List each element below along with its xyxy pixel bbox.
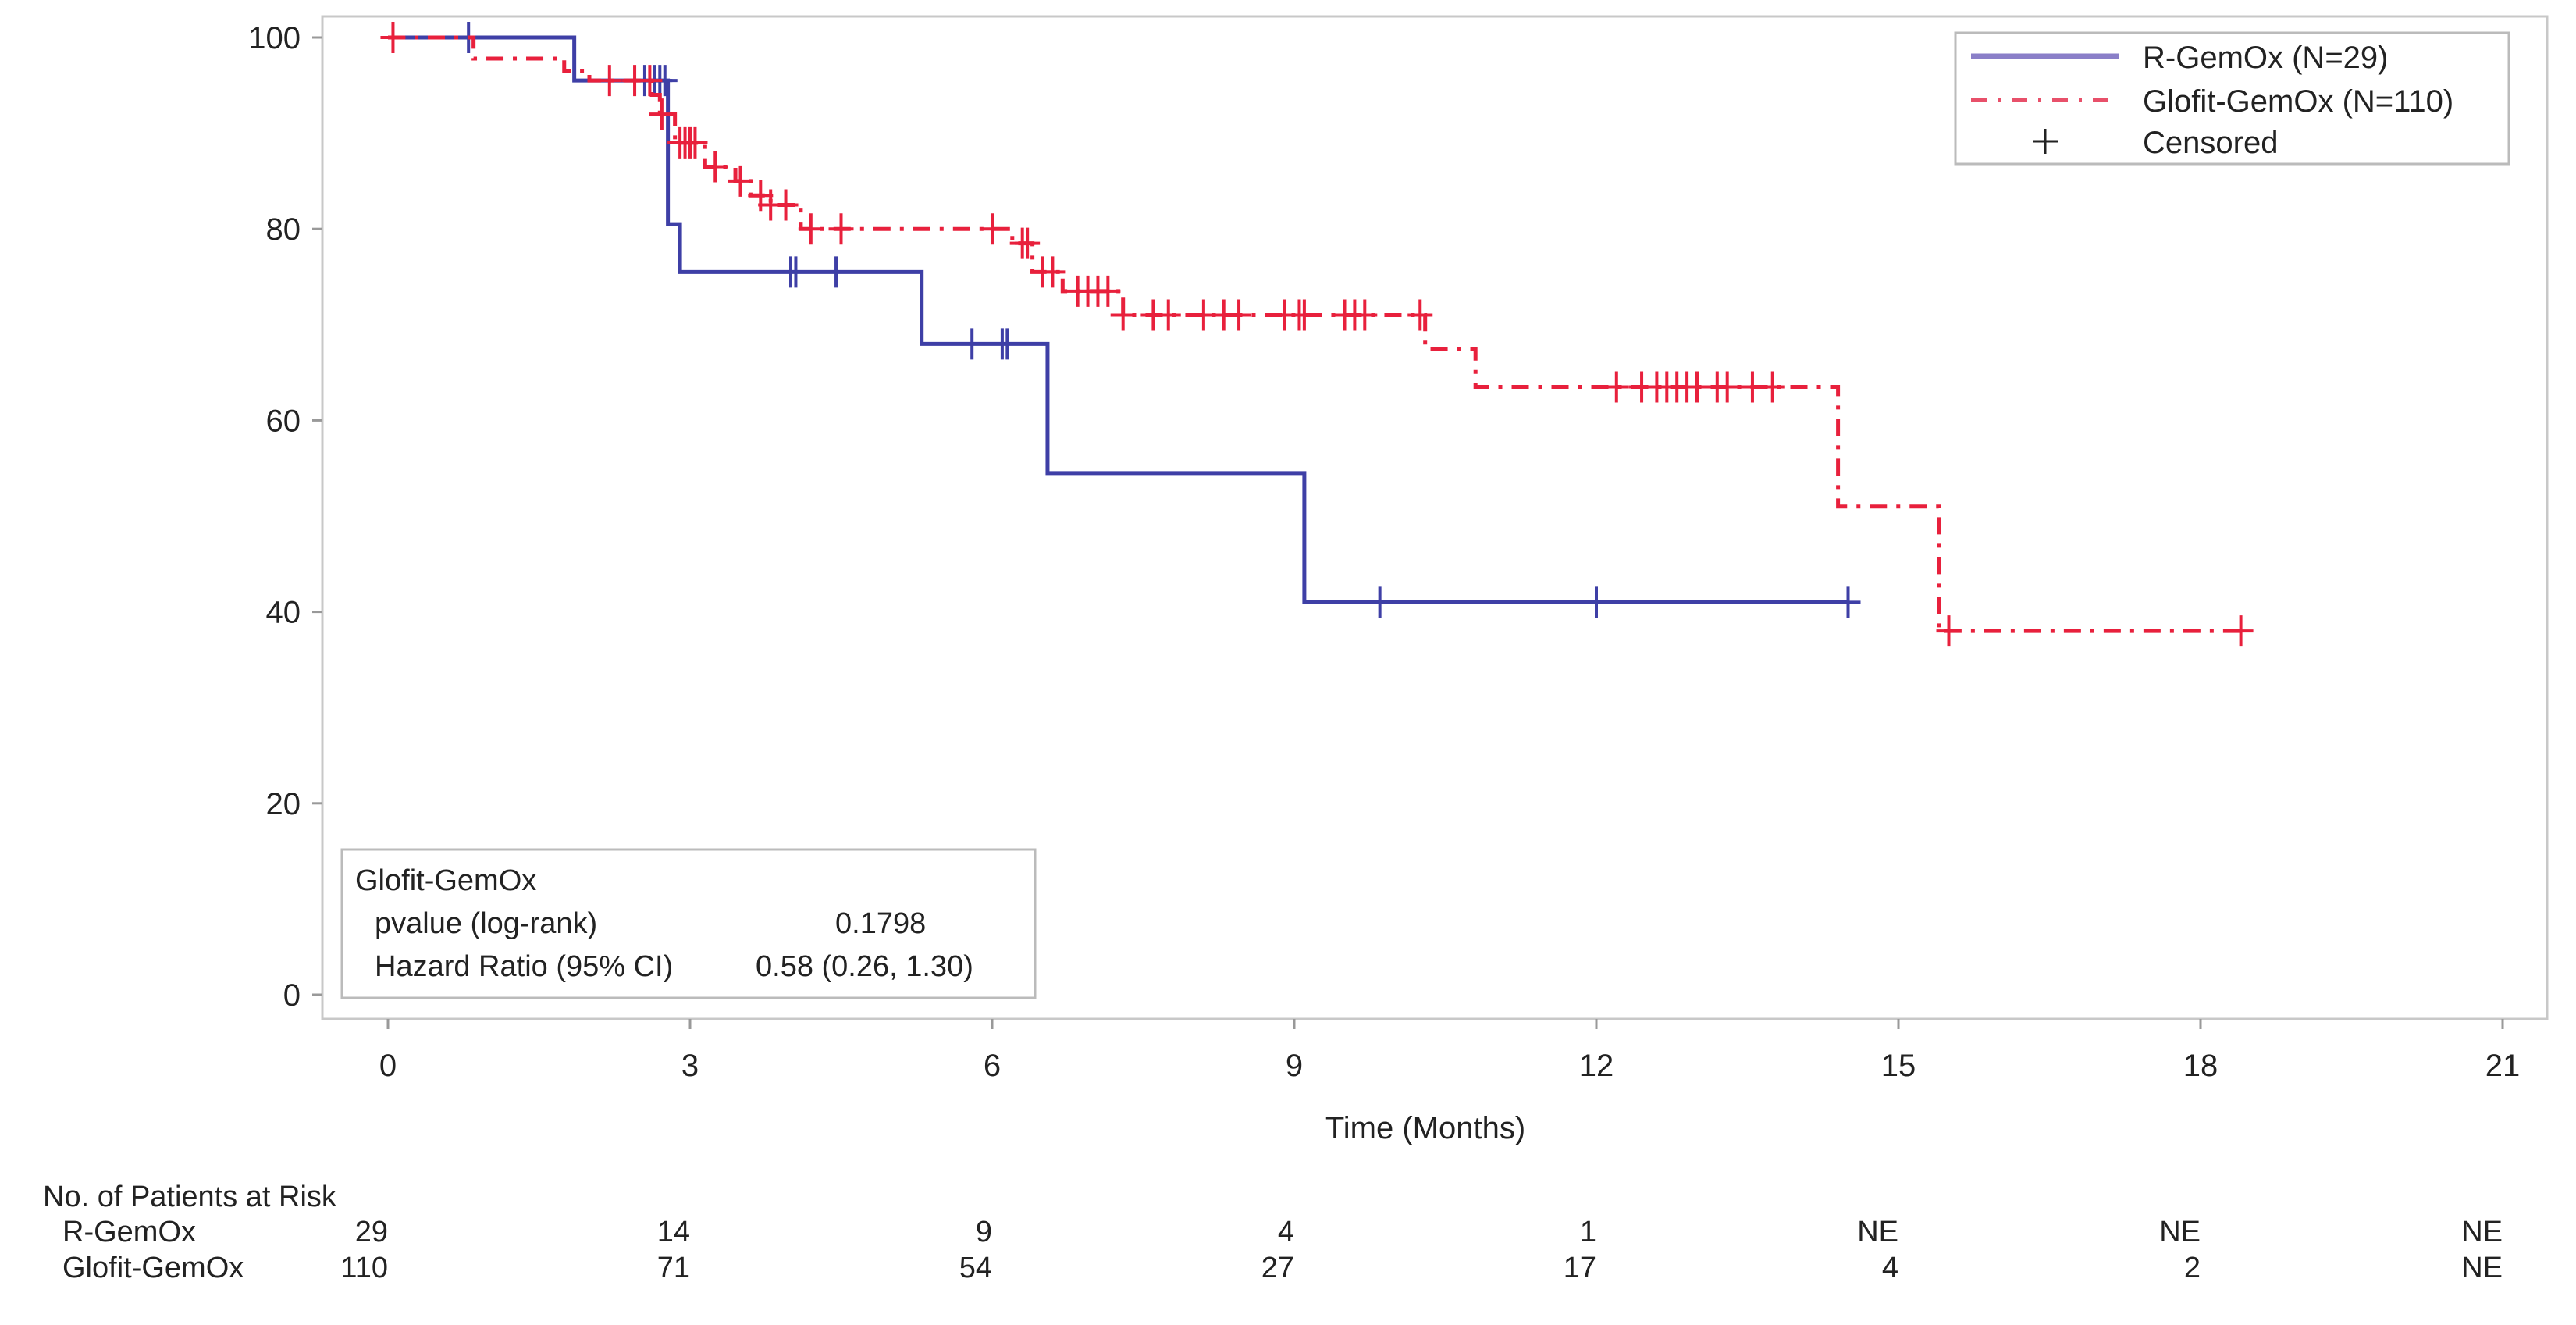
censored-marker [649,98,674,130]
censored-marker [1352,299,1378,331]
stats-value-pvalue: 0.1798 [835,907,926,940]
censored-marker [980,213,1005,245]
risk-value: NE [2159,1216,2201,1248]
legend-label-glofit-gemox: Glofit-GemOx (N=110) [2143,84,2453,119]
risk-value: 27 [1261,1252,1294,1284]
legend-label-r-gemox: R-GemOx (N=29) [2143,41,2389,75]
risk-table: No. of Patients at Risk R-GemOx Glofit-G… [43,1181,2503,1284]
y-tick-label: 100 [248,21,301,55]
censored-marker [1714,371,1740,403]
risk-value: 9 [976,1216,992,1248]
risk-value: 1 [1580,1216,1596,1248]
curves [380,22,2254,647]
stats-box-frame [340,848,1037,999]
stats-value-hr: 0.58 (0.26, 1.30) [756,950,973,983]
censored-marker [783,256,809,288]
censored-marker [828,213,854,245]
censored-marker [1759,371,1785,403]
legend-label-censored: Censored [2143,126,2278,160]
risk-value: 54 [959,1252,992,1284]
censored-marker [798,213,824,245]
risk-row-label-r-gemox: R-GemOx [62,1216,196,1248]
legend: R-GemOx (N=29) Glofit-GemOx (N=110) Cens… [1954,31,2510,166]
stats-box: Glofit-GemOx pvalue (log-rank) 0.1798 Ha… [340,848,1037,999]
risk-value: 17 [1564,1252,1596,1284]
risk-value: 4 [1278,1216,1294,1248]
censored-marker [824,256,849,288]
y-tick-label: 80 [266,212,301,247]
risk-row-label-glofit-gemox: Glofit-GemOx [62,1252,244,1284]
risk-value: 71 [657,1252,690,1284]
censored-marker [1226,299,1252,331]
x-tick-label: 15 [1881,1049,1916,1083]
censored-marker [1835,586,1861,618]
censored-marker [728,165,753,197]
x-tick-label: 18 [2183,1049,2218,1083]
censored-marker [773,189,799,221]
risk-value: 4 [1882,1252,1898,1284]
censored-marker [1367,586,1393,618]
censored-marker [682,126,708,159]
censored-marker [1584,586,1609,618]
risk-value: NE [1857,1216,1898,1248]
censored-marker [1015,227,1041,259]
censored-marker-icon [2033,129,2058,154]
risk-value: NE [2461,1216,2503,1248]
risk-value: 2 [2184,1252,2201,1284]
stats-label-hr: Hazard Ratio (95% CI) [375,950,673,983]
censored-marker [1040,256,1066,288]
x-axis-label: Time (Months) [1325,1111,1525,1145]
risk-value: 29 [355,1216,388,1248]
risk-table-title: No. of Patients at Risk [43,1181,337,1213]
censored-marker [380,22,406,53]
x-tick-label: 9 [1286,1049,1303,1083]
x-tick-label: 12 [1579,1049,1614,1083]
censored-marker [637,65,663,97]
stats-box-title: Glofit-GemOx [355,864,536,897]
censored-marker [1155,299,1181,331]
x-tick-label: 3 [681,1049,699,1083]
x-tick-label: 6 [984,1049,1001,1083]
censored-marker [1095,275,1121,307]
censored-marker [1936,615,1962,647]
stats-label-pvalue: pvalue (log-rank) [375,907,597,940]
risk-value: NE [2461,1252,2503,1284]
x-tick-label: 0 [379,1049,397,1083]
y-tick-label: 40 [266,596,301,630]
censored-marker [1407,299,1433,331]
censored-marker [1291,299,1317,331]
censored-marker [703,151,728,183]
censored-marker [1603,371,1629,403]
risk-value: 110 [340,1252,388,1284]
censored-marker [1110,299,1136,331]
x-tick-label: 21 [2485,1049,2521,1083]
y-tick-label: 0 [283,978,301,1013]
y-axis: 0 20 40 60 80 100 [248,21,322,1013]
x-axis: 0 3 6 9 12 15 18 21 [379,1019,2520,1083]
censored-marker [2228,615,2254,647]
y-tick-label: 20 [266,787,301,821]
censored-marker [596,65,622,97]
y-tick-label: 60 [266,404,301,438]
risk-value: 14 [657,1216,690,1248]
censored-marker [959,328,985,360]
censored-marker [994,328,1020,360]
